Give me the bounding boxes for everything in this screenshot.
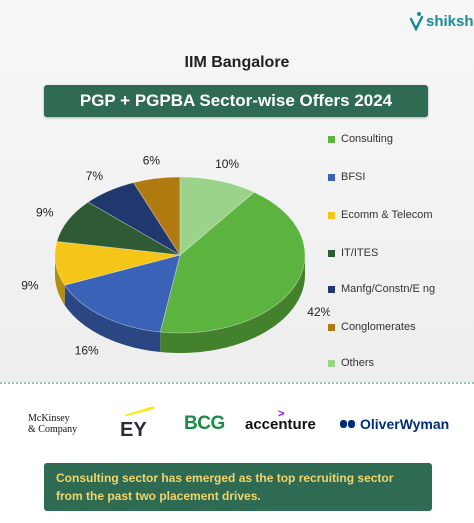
pie-depth xyxy=(55,254,305,353)
shiksha-logo-icon xyxy=(410,12,424,31)
legend-label: Others xyxy=(341,357,375,369)
legend-label: Conglomerates xyxy=(341,321,416,333)
legend-swatch xyxy=(328,360,335,367)
ey-slash-icon xyxy=(124,406,154,416)
pie-slice-1 xyxy=(159,191,306,334)
pie-slice-side-3 xyxy=(55,254,65,306)
mckinsey-logo: McKinsey & Company xyxy=(28,406,77,442)
legend-item-6: Conglomerates xyxy=(328,320,449,334)
accenture-logo: > accenture xyxy=(245,406,316,442)
pie-chart: 42% 16% 9% 9% 7% 6% 10% xyxy=(21,154,330,358)
ey-logo-text: EY xyxy=(120,418,147,441)
legend-label: IT/ITES xyxy=(341,247,379,259)
divider xyxy=(0,382,474,384)
legend-item-2: BFSI xyxy=(328,170,449,184)
pie-value-label-5: 7% xyxy=(86,169,104,183)
legend-swatch xyxy=(328,250,335,257)
legend-swatch xyxy=(328,324,335,331)
bcg-logo: BCG xyxy=(184,406,225,442)
pie-value-label-1: 42% xyxy=(307,305,330,319)
legend-label: BFSI xyxy=(341,171,366,183)
ey-logo: EY xyxy=(120,406,154,442)
pie-slice-5 xyxy=(87,182,181,256)
brand-logo: shiksha xyxy=(410,8,474,34)
legend-item-1: Consulting xyxy=(328,132,449,146)
mckinsey-logo-line2: & Company xyxy=(28,424,78,435)
pie-slice-4 xyxy=(56,201,181,256)
legend-item-7: Others xyxy=(328,356,449,370)
legend-swatch xyxy=(328,286,335,293)
legend-swatch xyxy=(328,212,335,219)
pie-slice-6 xyxy=(132,176,181,257)
bcg-logo-text: BCG xyxy=(184,413,225,434)
legend-swatch xyxy=(328,174,335,181)
institute-title: IIM Bangalore xyxy=(184,54,290,71)
legend-swatch xyxy=(328,136,335,143)
pie-value-label-6: 6% xyxy=(143,154,161,168)
legend-item-4: IT/ITES xyxy=(328,246,449,260)
mckinsey-logo-line1: McKinsey xyxy=(28,413,70,424)
oliverwyman-logo-text: OliverWyman xyxy=(360,416,450,432)
pie-slice-2 xyxy=(64,254,181,333)
pie-top xyxy=(54,176,306,334)
oliverwyman-logo-icon xyxy=(340,420,355,428)
insight-note: Consulting sector has emerged as the top… xyxy=(44,463,432,511)
pie-value-label-2: 16% xyxy=(75,344,99,358)
chart-banner-title: PGP + PGPBA Sector-wise Offers 2024 xyxy=(44,85,428,117)
legend-item-5: Manfg/Constn/E ng xyxy=(328,282,449,296)
pie-value-label-7: 10% xyxy=(215,157,239,171)
legend-label: Ecomm & Telecom xyxy=(341,209,433,221)
pie-labels: 42% 16% 9% 9% 7% 6% 10% xyxy=(21,154,330,358)
accenture-mark-icon: > xyxy=(278,408,285,420)
pie-slice-side-2 xyxy=(64,285,161,353)
legend-label: Manfg/Constn/E ng xyxy=(341,283,436,295)
recruiter-logos: McKinsey & Company EY BCG > accenture Ol… xyxy=(0,392,474,456)
pie-value-label-3: 9% xyxy=(21,279,39,293)
legend-item-3: Ecomm & Telecom xyxy=(328,208,449,222)
accenture-logo-text: accenture xyxy=(245,415,316,433)
brand-name: shiksha xyxy=(426,12,474,30)
pie-slice-side-1 xyxy=(160,254,305,353)
legend-label: Consulting xyxy=(341,133,393,145)
pie-slice-7 xyxy=(179,176,255,256)
pie-slice-3 xyxy=(54,241,181,286)
oliverwyman-logo: OliverWyman xyxy=(340,406,449,442)
pie-value-label-4: 9% xyxy=(36,205,54,219)
